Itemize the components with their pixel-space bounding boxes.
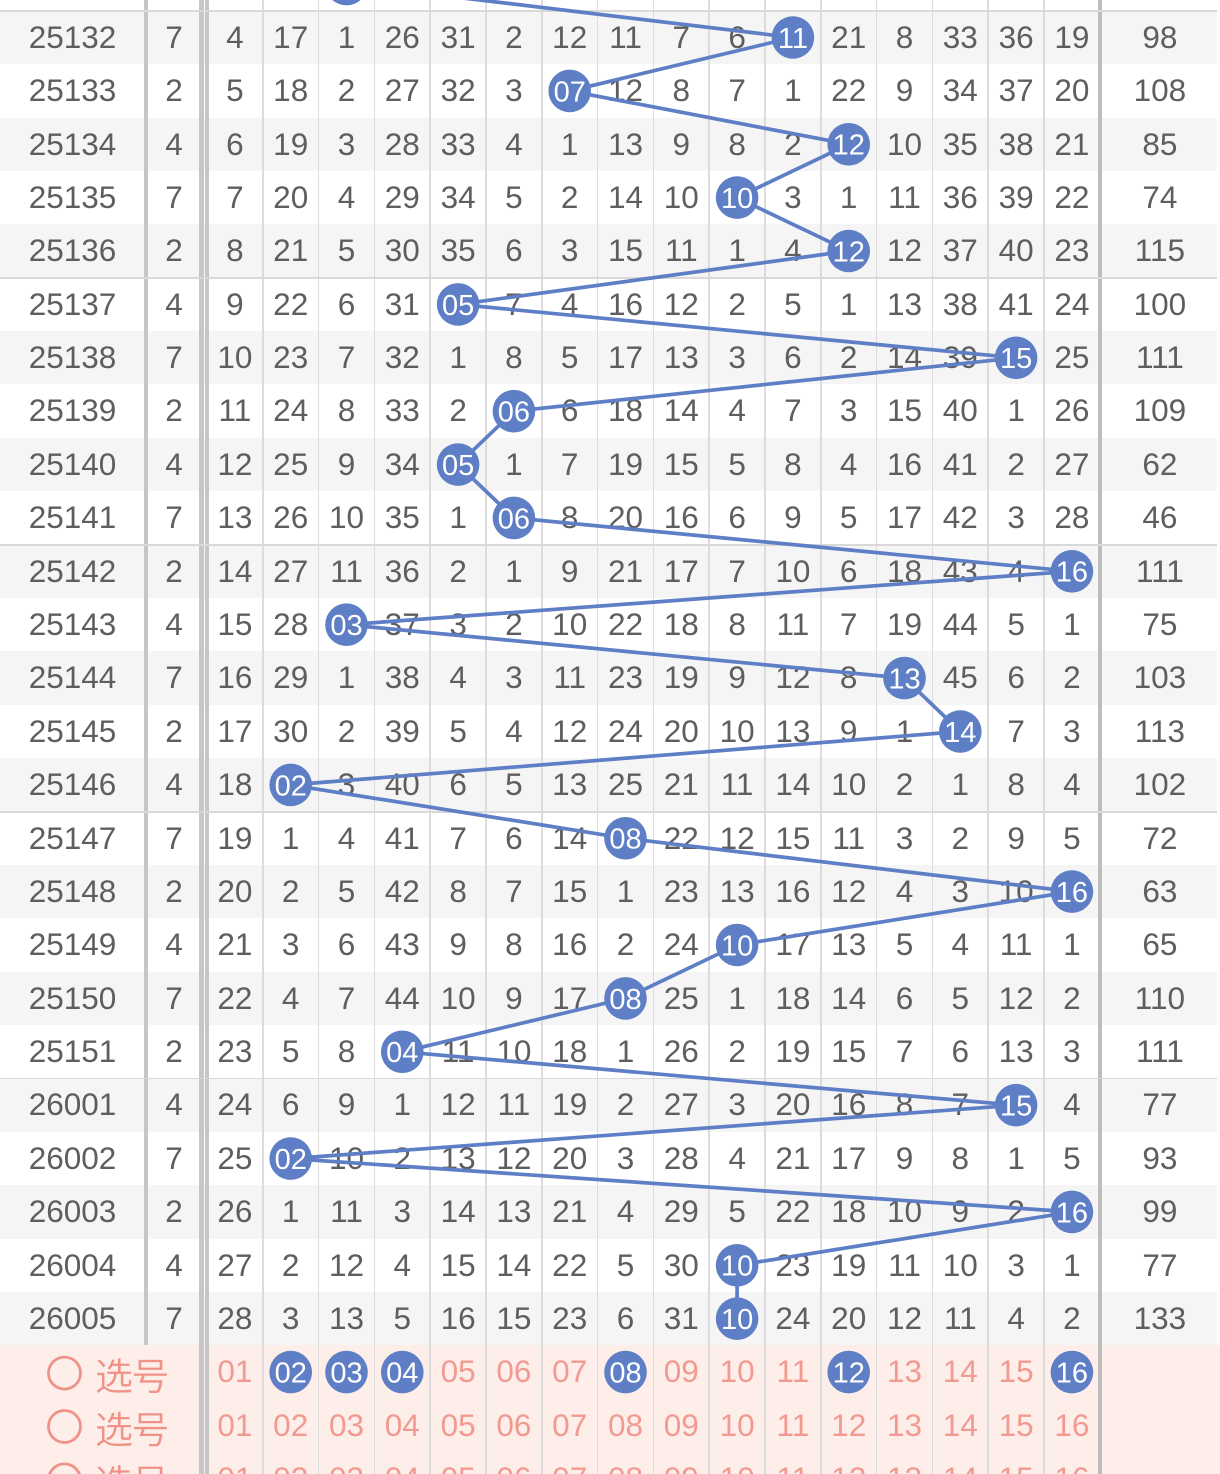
svg-text:15: 15 <box>1000 343 1032 375</box>
svg-text:10: 10 <box>721 1304 753 1336</box>
svg-text:06: 06 <box>498 397 530 429</box>
svg-text:05: 05 <box>442 290 474 322</box>
svg-text:05: 05 <box>442 450 474 482</box>
svg-text:16: 16 <box>1056 877 1088 909</box>
svg-text:08: 08 <box>609 984 641 1016</box>
svg-text:02: 02 <box>275 1144 307 1176</box>
svg-text:03: 03 <box>330 1358 362 1390</box>
svg-text:16: 16 <box>1056 1358 1088 1390</box>
svg-text:16: 16 <box>1056 557 1088 589</box>
svg-text:16: 16 <box>1056 1197 1088 1229</box>
svg-text:12: 12 <box>833 130 865 162</box>
svg-text:03: 03 <box>330 610 362 642</box>
svg-text:08: 08 <box>609 1358 641 1390</box>
svg-text:14: 14 <box>944 717 976 749</box>
svg-text:04: 04 <box>386 1037 418 1069</box>
svg-text:02: 02 <box>275 1358 307 1390</box>
svg-text:13: 13 <box>888 664 920 696</box>
svg-text:08: 08 <box>609 824 641 856</box>
svg-text:02: 02 <box>275 770 307 802</box>
svg-text:07: 07 <box>554 76 586 108</box>
svg-text:12: 12 <box>833 236 865 268</box>
svg-text:11: 11 <box>778 23 808 55</box>
svg-text:10: 10 <box>721 1251 753 1283</box>
svg-text:06: 06 <box>498 503 530 535</box>
svg-text:04: 04 <box>386 1358 418 1390</box>
svg-text:10: 10 <box>721 183 753 215</box>
svg-text:10: 10 <box>721 930 753 962</box>
svg-text:15: 15 <box>1000 1091 1032 1123</box>
svg-text:12: 12 <box>833 1358 865 1390</box>
svg-text:03: 03 <box>330 0 362 2</box>
